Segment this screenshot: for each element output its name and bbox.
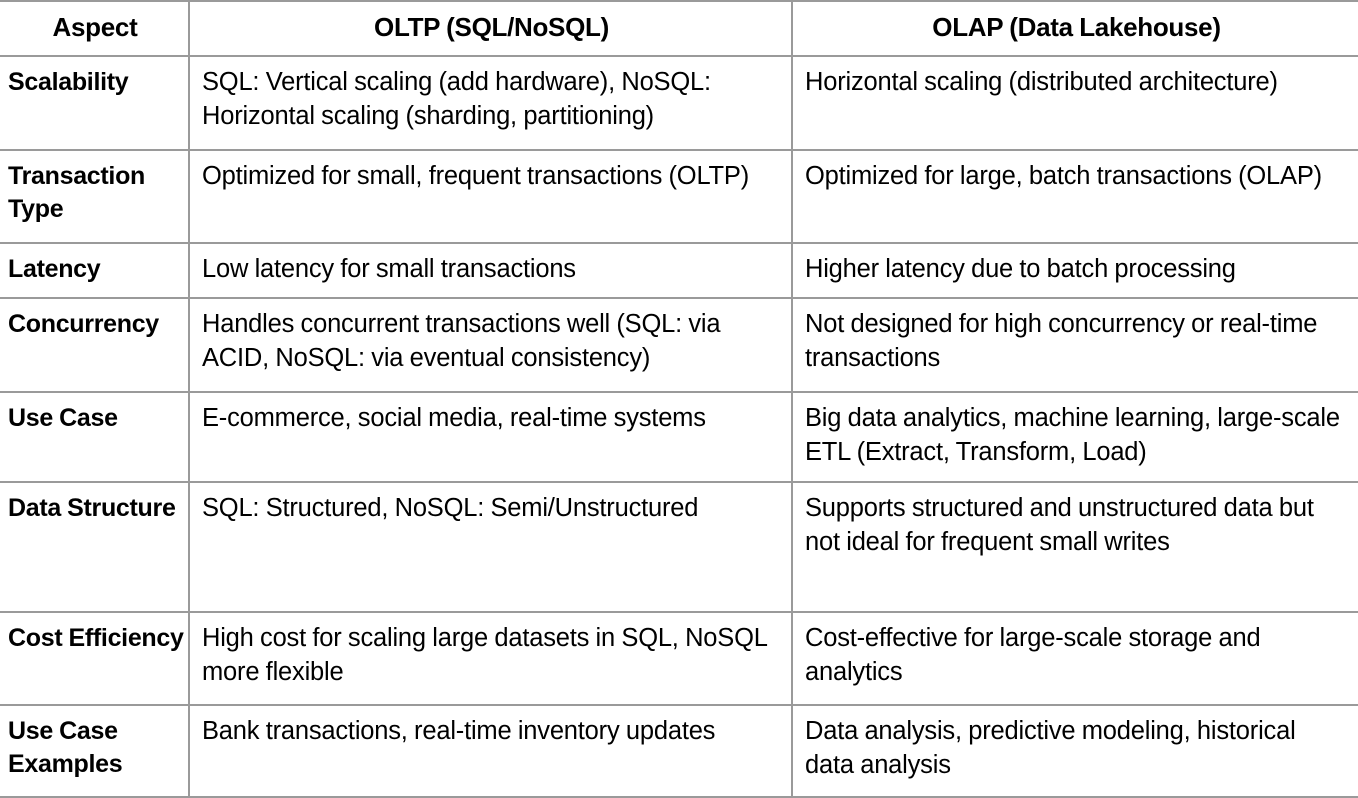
cell-olap-use-case-examples: Data analysis, predictive modeling, hist… <box>791 704 1358 798</box>
cell-olap-transaction-type: Optimized for large, batch transactions … <box>791 150 1358 244</box>
row-label-cost-efficiency: Cost Efficiency <box>0 611 189 706</box>
cell-olap-scalability: Horizontal scaling (distributed architec… <box>791 56 1358 151</box>
table-row: Cost Efficiency High cost for scaling la… <box>0 611 1358 706</box>
table-header-row: Aspect OLTP (SQL/NoSQL) OLAP (Data Lakeh… <box>0 1 1358 57</box>
cell-olap-data-structure: Supports structured and unstructured dat… <box>791 481 1358 613</box>
table-row: Use Case E-commerce, social media, real-… <box>0 391 1358 483</box>
row-label-concurrency: Concurrency <box>0 297 189 393</box>
table-row: Scalability SQL: Vertical scaling (add h… <box>0 56 1358 151</box>
cell-olap-latency: Higher latency due to batch processing <box>791 243 1358 299</box>
cell-olap-use-case: Big data analytics, machine learning, la… <box>791 391 1358 483</box>
row-label-use-case: Use Case <box>0 391 189 483</box>
cell-oltp-use-case-examples: Bank transactions, real-time inventory u… <box>188 704 792 798</box>
column-header-aspect: Aspect <box>0 1 189 57</box>
column-header-oltp: OLTP (SQL/NoSQL) <box>188 1 792 57</box>
row-label-scalability: Scalability <box>0 56 189 151</box>
cell-oltp-use-case: E-commerce, social media, real-time syst… <box>188 391 792 483</box>
table-row: Transaction Type Optimized for small, fr… <box>0 150 1358 244</box>
cell-oltp-scalability: SQL: Vertical scaling (add hardware), No… <box>188 56 792 151</box>
row-label-transaction-type: Transaction Type <box>0 150 189 244</box>
table-body: Scalability SQL: Vertical scaling (add h… <box>0 56 1358 798</box>
cell-oltp-latency: Low latency for small transactions <box>188 243 792 299</box>
table-row: Latency Low latency for small transactio… <box>0 243 1358 299</box>
cell-oltp-data-structure: SQL: Structured, NoSQL: Semi/Unstructure… <box>188 481 792 613</box>
table-row: Use Case Examples Bank transactions, rea… <box>0 704 1358 798</box>
table-row: Data Structure SQL: Structured, NoSQL: S… <box>0 481 1358 613</box>
cell-oltp-concurrency: Handles concurrent transactions well (SQ… <box>188 297 792 393</box>
row-label-data-structure: Data Structure <box>0 481 189 613</box>
row-label-use-case-examples: Use Case Examples <box>0 704 189 798</box>
cell-oltp-transaction-type: Optimized for small, frequent transactio… <box>188 150 792 244</box>
column-header-olap: OLAP (Data Lakehouse) <box>791 1 1358 57</box>
cell-olap-cost-efficiency: Cost-effective for large-scale storage a… <box>791 611 1358 706</box>
table-header: Aspect OLTP (SQL/NoSQL) OLAP (Data Lakeh… <box>0 1 1358 57</box>
table-row: Concurrency Handles concurrent transacti… <box>0 297 1358 393</box>
cell-oltp-cost-efficiency: High cost for scaling large datasets in … <box>188 611 792 706</box>
row-label-latency: Latency <box>0 243 189 299</box>
cell-olap-concurrency: Not designed for high concurrency or rea… <box>791 297 1358 393</box>
